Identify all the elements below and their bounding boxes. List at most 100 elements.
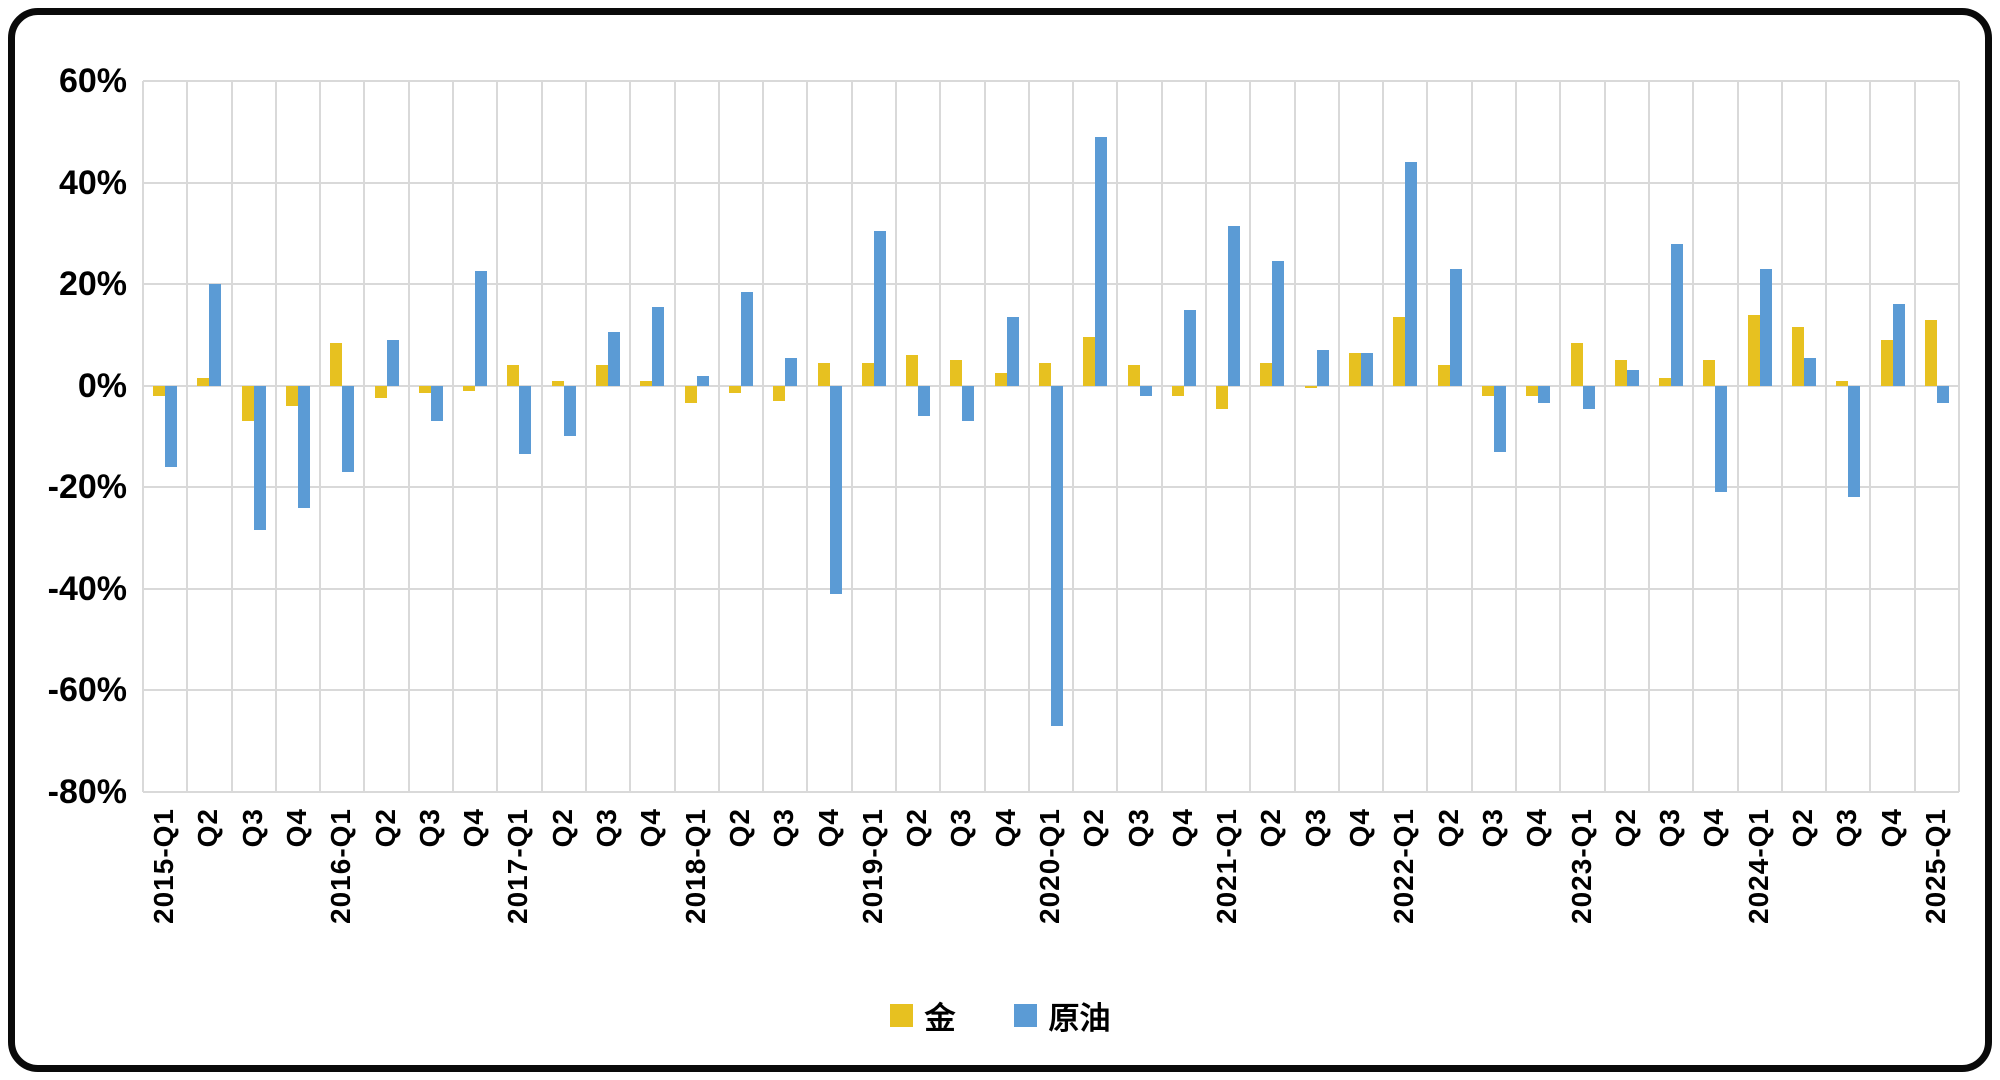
x-tick-label-Q4: Q4	[635, 808, 667, 848]
bar-原油-Q4	[298, 385, 311, 508]
bar-原油-Q2	[740, 291, 753, 386]
x-tick-label-Q4: Q4	[1698, 808, 1730, 848]
gridline-v-11	[629, 81, 632, 792]
gridline-v-15	[806, 81, 809, 792]
bar-原油-Q4	[1892, 304, 1905, 386]
bar-金-Q2	[1083, 337, 1096, 386]
x-tick-label-Q2: Q2	[901, 808, 933, 848]
bar-金-2019-Q1	[861, 362, 874, 386]
x-tick-label-Q4: Q4	[1875, 808, 1907, 848]
bar-金-Q4	[1526, 385, 1539, 396]
bar-金-Q4	[994, 373, 1007, 386]
bar-金-Q2	[197, 378, 210, 386]
bar-金-Q3	[1481, 385, 1494, 396]
gridline-v-25	[1249, 81, 1252, 792]
bar-原油-Q4	[1006, 317, 1019, 386]
x-tick-label-Q2: Q2	[546, 808, 578, 848]
bar-金-Q2	[374, 385, 387, 399]
x-tick-label-Q4: Q4	[989, 808, 1021, 848]
bar-金-2024-Q1	[1747, 314, 1760, 386]
gridline-v-33	[1603, 81, 1606, 792]
gridline-v-1	[186, 81, 189, 792]
gridline-v-6	[407, 81, 410, 792]
gridline-v-37	[1780, 81, 1783, 792]
x-tick-label-Q2: Q2	[1609, 808, 1641, 848]
bar-原油-Q3	[1671, 243, 1684, 386]
chart-frame-border	[8, 8, 1992, 1072]
x-tick-label-2023-Q1: 2023-Q1	[1565, 808, 1597, 924]
x-tick-label-2024-Q1: 2024-Q1	[1742, 808, 1774, 924]
x-tick-label-Q4: Q4	[1344, 808, 1376, 848]
gridline-v-18	[939, 81, 942, 792]
x-tick-label-Q2: Q2	[1255, 808, 1287, 848]
gridline-v-4	[319, 81, 322, 792]
gridline-v-29	[1426, 81, 1429, 792]
oil-series-label: 原油	[1048, 1001, 1111, 1036]
bar-原油-2019-Q1	[873, 230, 886, 386]
gridline-40pct	[143, 181, 1959, 184]
x-tick-label-Q3: Q3	[945, 808, 977, 848]
y-tick-label--40%: -40%	[47, 569, 127, 608]
bar-金-Q2	[906, 355, 919, 386]
bar-原油-Q4	[1361, 352, 1374, 386]
y-tick-label-60%: 60%	[58, 62, 127, 100]
gridline-v-23	[1160, 81, 1163, 792]
gridline-v-9	[540, 81, 543, 792]
x-tick-label-Q3: Q3	[1831, 808, 1863, 848]
gridline--80pct	[143, 791, 1959, 793]
bar-原油-2021-Q1	[1228, 225, 1241, 386]
bar-原油-2025-Q1	[1936, 385, 1949, 404]
gridline-20pct	[143, 283, 1959, 286]
bar-原油-Q2	[1272, 261, 1285, 386]
bar-原油-Q3	[1139, 385, 1152, 396]
bar-原油-2015-Q1	[165, 385, 178, 467]
bar-金-2025-Q1	[1924, 319, 1937, 386]
bar-原油-2018-Q1	[696, 375, 709, 386]
bar-原油-Q4	[1183, 309, 1196, 386]
gridline-v-10	[584, 81, 587, 792]
bar-金-Q4	[463, 385, 476, 391]
x-tick-label-2020-Q1: 2020-Q1	[1034, 808, 1065, 924]
bar-金-Q3	[773, 385, 786, 401]
gridline-v-34	[1647, 81, 1650, 792]
gridline-v-20	[1027, 81, 1030, 792]
gridline-v-7	[452, 81, 455, 792]
bar-金-Q3	[1127, 365, 1140, 386]
bar-金-Q4	[1880, 340, 1893, 386]
bar-原油-Q4	[1538, 385, 1551, 404]
x-tick-label-Q4: Q4	[812, 808, 844, 848]
gridline-v-31	[1515, 81, 1518, 792]
bar-金-Q3	[1836, 380, 1849, 386]
bar-原油-Q3	[430, 385, 443, 422]
bar-金-Q2	[1437, 365, 1450, 386]
bar-金-Q4	[1703, 360, 1716, 386]
gridline-v-2	[230, 81, 233, 792]
bar-金-Q4	[286, 385, 299, 407]
legend-item-oil: 原油	[1013, 993, 1111, 1038]
y-tick-label--80%: -80%	[47, 773, 127, 811]
bar-金-Q3	[950, 360, 963, 386]
bar-原油-2022-Q1	[1405, 162, 1418, 386]
x-tick-label-2021-Q1: 2021-Q1	[1211, 808, 1243, 924]
x-tick-label-Q3: Q3	[1299, 808, 1331, 848]
gridline-v-41	[1958, 81, 1960, 792]
bar-原油-Q3	[962, 385, 975, 422]
bar-金-2016-Q1	[330, 342, 343, 386]
x-tick-label-Q2: Q2	[1432, 808, 1464, 848]
x-tick-label-Q2: Q2	[192, 808, 224, 848]
bar-金-Q3	[1304, 385, 1317, 389]
bar-原油-Q2	[563, 385, 576, 437]
bar-原油-2024-Q1	[1759, 268, 1772, 386]
bar-原油-2020-Q1	[1051, 385, 1063, 726]
gridline-v-3	[274, 81, 277, 792]
bar-原油-Q2	[1803, 357, 1816, 386]
oil-series-swatch	[1013, 1004, 1037, 1027]
bar-原油-Q3	[253, 385, 266, 531]
x-tick-label-2015-Q1: 2015-Q1	[148, 808, 180, 924]
x-tick-label-Q2: Q2	[1078, 808, 1110, 848]
y-tick-label-0%: 0%	[77, 366, 127, 405]
bar-金-Q3	[1659, 378, 1672, 386]
bar-金-2015-Q1	[153, 385, 166, 396]
gridline-v-12	[673, 81, 676, 792]
